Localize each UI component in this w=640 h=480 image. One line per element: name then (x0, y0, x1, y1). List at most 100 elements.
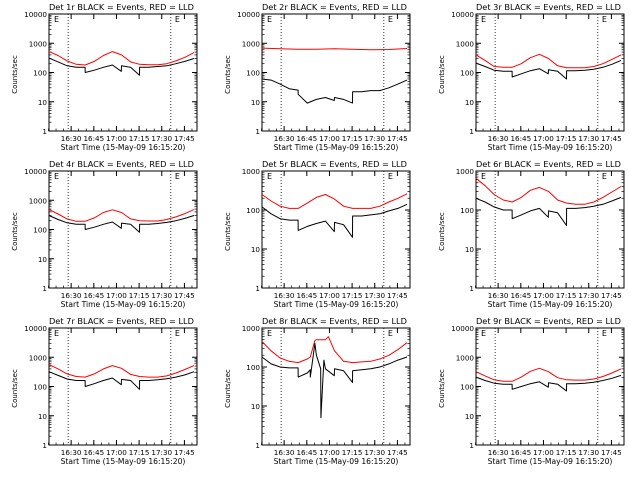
corner-mark: E (175, 329, 180, 338)
x-tick-label: 16:45 (510, 134, 531, 143)
y-tick-label: 100 (246, 69, 260, 78)
y-axis-label: Counts/sec (438, 55, 446, 94)
x-tick-label: 16:30 (274, 291, 295, 300)
y-tick-label: 10 (465, 245, 475, 254)
series-line-events (48, 215, 195, 233)
y-tick-label: 10 (465, 98, 475, 107)
corner-mark: E (481, 329, 486, 338)
panel-title: Det 1r BLACK = Events, RED = LLD (49, 2, 194, 12)
series-line-lld (48, 209, 195, 222)
x-tick-label: 17:30 (364, 134, 385, 143)
series-line-events (261, 203, 408, 238)
x-tick-label: 17:45 (174, 291, 195, 300)
y-tick-label: 1000 (456, 353, 475, 362)
x-tick-label: 16:30 (61, 448, 82, 457)
y-tick-label: 1000 (456, 39, 475, 48)
x-tick-label: 17:30 (364, 291, 385, 300)
panel-title: Det 9r BLACK = Events, RED = LLD (476, 316, 621, 326)
y-tick-label: 10 (38, 412, 48, 421)
plot-frame (475, 170, 625, 289)
x-tick-label: 17:15 (129, 291, 150, 300)
series-line-lld (48, 364, 195, 378)
x-tick-label: 17:15 (556, 291, 577, 300)
corner-mark: E (175, 172, 180, 181)
panel-title: Det 2r BLACK = Events, RED = LLD (262, 2, 407, 12)
y-tick-label: 100 (33, 383, 47, 392)
y-tick-label: 1 (255, 441, 260, 450)
corner-mark: E (54, 172, 59, 181)
panel-det-2: Det 2r BLACK = Events, RED = LLD 1 10 100 10… (224, 2, 411, 152)
plot-frame (48, 170, 198, 289)
corner-mark: E (481, 172, 486, 181)
x-tick-label: 17:30 (578, 134, 599, 143)
x-tick-label: 17:15 (342, 291, 363, 300)
corner-mark: E (481, 15, 486, 24)
panel-title: Det 7r BLACK = Events, RED = LLD (49, 316, 194, 326)
panel-det-8: Det 8r BLACK = Events, RED = LLD 1 10 100 10… (224, 316, 411, 466)
y-tick-label: 1 (255, 127, 260, 136)
plot-frame (261, 170, 411, 289)
x-axis-label: Start Time (15-May-09 16:15:20) (274, 300, 399, 309)
x-tick-label: 17:15 (342, 134, 363, 143)
x-tick-label: 16:30 (274, 448, 295, 457)
y-tick-label: 10 (38, 255, 48, 264)
panel-det-4: Det 4r BLACK = Events, RED = LLD 1 10 100 10… (11, 159, 198, 309)
series-line-events (475, 196, 622, 226)
plot-frame (48, 327, 198, 446)
x-tick-label: 17:00 (533, 448, 554, 457)
x-tick-label: 16:30 (61, 134, 82, 143)
series-line-lld (475, 177, 622, 205)
x-tick-label: 17:30 (578, 448, 599, 457)
corner-mark: E (267, 172, 272, 181)
plot-frame (475, 13, 625, 132)
y-tick-label: 100 (33, 69, 47, 78)
x-tick-label: 16:45 (83, 134, 104, 143)
y-tick-label: 10 (251, 402, 261, 411)
panel-title: Det 3r BLACK = Events, RED = LLD (476, 2, 621, 12)
corner-mark: E (175, 15, 180, 24)
y-tick-label: 1 (42, 441, 47, 450)
y-axis-label: Counts/sec (224, 212, 232, 251)
y-tick-label: 10000 (451, 10, 474, 19)
corner-mark: E (602, 329, 607, 338)
y-tick-label: 10 (38, 98, 48, 107)
corner-mark: E (388, 329, 393, 338)
panel-det-9: Det 9r BLACK = Events, RED = LLD 1 10 100 10… (438, 316, 625, 466)
series-line-events (48, 57, 195, 76)
y-axis-label: Counts/sec (438, 369, 446, 408)
x-axis-label: Start Time (15-May-09 16:15:20) (274, 143, 399, 152)
y-tick-label: 1 (469, 441, 474, 450)
x-axis-label: Start Time (15-May-09 16:15:20) (61, 143, 186, 152)
series-line-events (475, 59, 622, 80)
x-tick-label: 17:30 (364, 448, 385, 457)
x-axis-label: Start Time (15-May-09 16:15:20) (488, 143, 613, 152)
x-tick-label: 16:30 (61, 291, 82, 300)
panel-title: Det 8r BLACK = Events, RED = LLD (262, 316, 407, 326)
x-tick-label: 17:45 (387, 134, 408, 143)
x-tick-label: 16:30 (274, 134, 295, 143)
series-line-lld (475, 367, 622, 382)
panel-det-7: Det 7r BLACK = Events, RED = LLD 1 10 100 10… (11, 316, 198, 466)
panel-title: Det 5r BLACK = Events, RED = LLD (262, 159, 407, 169)
corner-mark: E (54, 329, 59, 338)
corner-mark: E (388, 15, 393, 24)
x-tick-label: 17:00 (106, 134, 127, 143)
x-tick-label: 17:15 (342, 448, 363, 457)
x-tick-label: 17:45 (601, 291, 622, 300)
x-tick-label: 17:30 (578, 291, 599, 300)
x-tick-label: 16:45 (296, 134, 317, 143)
series-line-events (48, 371, 195, 390)
x-axis-label: Start Time (15-May-09 16:15:20) (61, 300, 186, 309)
y-axis-label: Counts/sec (438, 212, 446, 251)
series-line-lld (261, 336, 408, 364)
x-tick-label: 17:30 (151, 448, 172, 457)
y-tick-label: 1 (42, 127, 47, 136)
y-tick-label: 100 (460, 206, 474, 215)
panel-det-6: Det 6r BLACK = Events, RED = LLD 1 10 100 10… (438, 159, 625, 309)
x-axis-label: Start Time (15-May-09 16:15:20) (488, 300, 613, 309)
series-line-events (261, 78, 408, 104)
panel-title: Det 4r BLACK = Events, RED = LLD (49, 159, 194, 169)
x-tick-label: 16:45 (510, 448, 531, 457)
y-axis-label: Counts/sec (11, 212, 19, 251)
